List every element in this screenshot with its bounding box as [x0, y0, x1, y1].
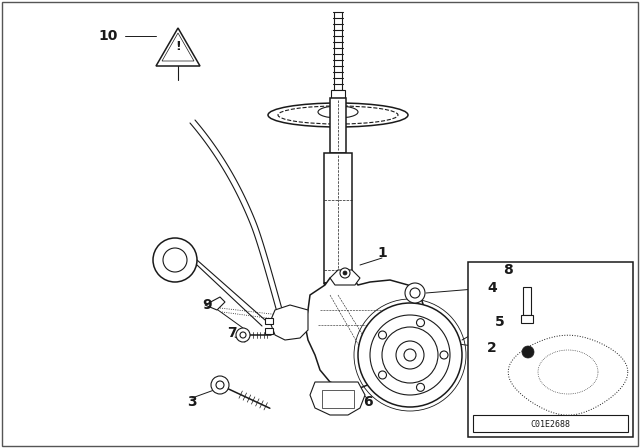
Circle shape: [370, 315, 450, 395]
Circle shape: [216, 381, 224, 389]
Circle shape: [240, 332, 246, 338]
Bar: [265, 318, 273, 324]
Circle shape: [405, 283, 425, 303]
Text: 2: 2: [487, 341, 497, 355]
Bar: [523, 287, 531, 315]
Bar: [265, 328, 273, 334]
Bar: [322, 390, 354, 408]
Text: 8: 8: [503, 263, 513, 277]
Circle shape: [382, 327, 438, 383]
Polygon shape: [330, 270, 360, 285]
Circle shape: [522, 346, 534, 358]
Circle shape: [211, 376, 229, 394]
Text: 7: 7: [227, 326, 237, 340]
Circle shape: [410, 288, 420, 298]
Text: 5: 5: [495, 315, 505, 329]
Polygon shape: [310, 382, 365, 415]
Ellipse shape: [318, 106, 358, 118]
Circle shape: [153, 238, 197, 282]
Bar: [468, 262, 633, 437]
Polygon shape: [324, 283, 352, 295]
Text: 6: 6: [363, 395, 373, 409]
Polygon shape: [305, 275, 425, 388]
Polygon shape: [205, 297, 225, 310]
Text: 9: 9: [202, 298, 212, 312]
Bar: [521, 315, 533, 323]
Polygon shape: [270, 305, 308, 340]
Circle shape: [378, 371, 387, 379]
Ellipse shape: [278, 106, 398, 124]
Circle shape: [440, 351, 448, 359]
Bar: [331, 90, 345, 98]
Bar: [330, 98, 346, 153]
Polygon shape: [156, 28, 200, 66]
Text: !: !: [175, 39, 181, 52]
Text: C01E2688: C01E2688: [531, 419, 570, 428]
Text: 10: 10: [99, 29, 118, 43]
Circle shape: [396, 341, 424, 369]
Circle shape: [417, 383, 424, 392]
Circle shape: [236, 328, 250, 342]
Circle shape: [404, 349, 416, 361]
Circle shape: [378, 331, 387, 339]
Circle shape: [417, 319, 424, 327]
Text: 4: 4: [487, 281, 497, 295]
Circle shape: [340, 268, 350, 278]
Text: 3: 3: [187, 395, 197, 409]
Text: 1: 1: [377, 246, 387, 260]
Circle shape: [343, 271, 347, 275]
Circle shape: [358, 303, 462, 407]
Circle shape: [163, 248, 187, 272]
Bar: [324, 153, 352, 283]
Bar: [473, 415, 628, 432]
Ellipse shape: [268, 103, 408, 127]
